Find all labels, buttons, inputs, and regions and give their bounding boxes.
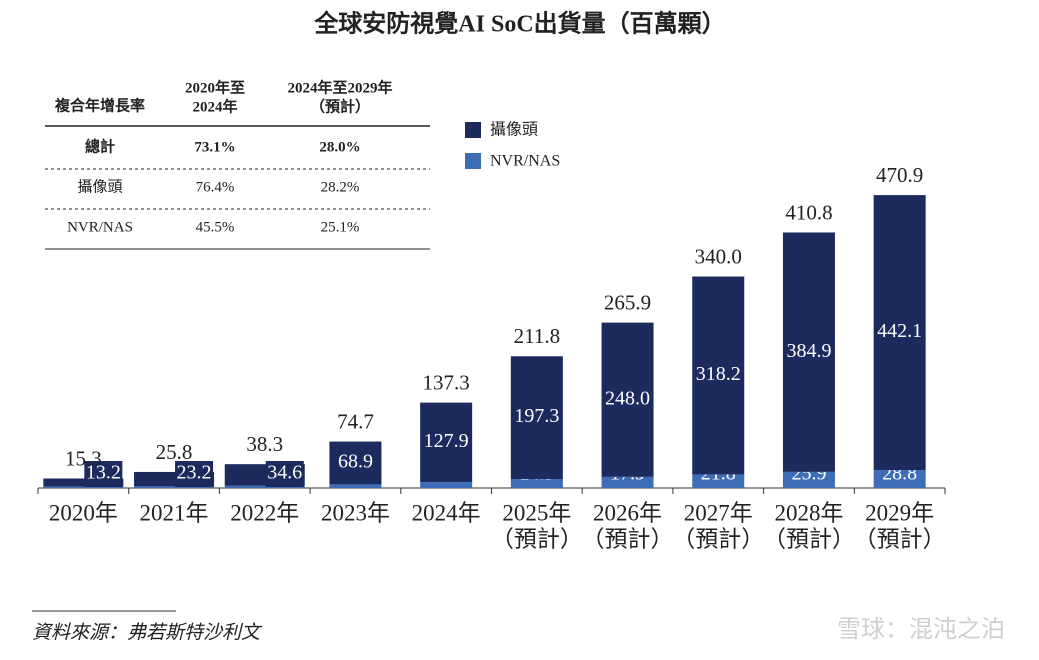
table-cell: 總計 [85, 137, 115, 155]
value-label: 13.2 [86, 462, 121, 484]
table-cell: 76.4% [196, 179, 235, 195]
value-label: 34.6 [267, 462, 302, 484]
legend-swatch [465, 122, 481, 138]
value-label: 23.2 [177, 462, 212, 484]
total-label: 211.8 [514, 324, 560, 348]
bar-segment [782, 471, 835, 488]
bar-segment [134, 486, 215, 488]
x-tick-label: 2024年 [412, 500, 481, 525]
total-label: 137.3 [423, 370, 470, 394]
total-label: 470.9 [876, 163, 923, 187]
x-tick-label: 2028年 [774, 500, 843, 525]
watermark: 雪球：混沌之泊 [837, 615, 1005, 643]
total-label: 265.9 [604, 290, 651, 314]
legend-label: 攝像頭 [490, 121, 538, 139]
table-cell: 28.2% [321, 179, 360, 195]
label-box [875, 319, 924, 346]
x-tick-label: （預計） [854, 526, 946, 551]
x-tick-label: 2029年 [865, 500, 934, 525]
total-label: 15.3 [65, 446, 102, 470]
bar-segment [692, 474, 745, 488]
value-label: 68.9 [338, 451, 373, 473]
total-label: 25.8 [156, 440, 193, 464]
total-label: 38.3 [246, 432, 283, 456]
label-box [784, 339, 833, 366]
x-tick-label: 2027年 [684, 500, 753, 525]
label-box [512, 404, 561, 431]
total-label: 74.7 [337, 409, 374, 433]
table-cell: 25.1% [321, 219, 360, 235]
label-box [175, 461, 214, 487]
value-label: 442.1 [877, 320, 922, 342]
table-cell: 45.5% [196, 219, 235, 235]
x-tick-label: （預計） [672, 526, 764, 551]
bar-segment [601, 476, 654, 488]
value-label: 384.9 [786, 340, 831, 362]
x-tick-label: （預計） [582, 526, 674, 551]
bar-segment [510, 478, 563, 488]
bar-segment [224, 485, 305, 488]
x-tick-label: 2023年 [321, 500, 390, 525]
label-box [265, 461, 304, 487]
bar-segment [43, 486, 124, 488]
bar-segment [420, 482, 473, 488]
total-label: 340.0 [695, 244, 742, 268]
value-label: 248.0 [605, 387, 650, 409]
label-box [84, 461, 123, 487]
total-label: 410.8 [785, 200, 832, 224]
table-cell: 28.0% [319, 139, 360, 155]
value-label: 318.2 [696, 363, 741, 385]
label-box [603, 386, 652, 413]
label-box [422, 429, 471, 456]
value-label: 127.9 [424, 430, 469, 452]
x-tick-label: 2025年 [502, 500, 571, 525]
table-header: 2024年至2029年 [287, 78, 392, 96]
legend-label: NVR/NAS [490, 153, 560, 170]
label-box [331, 449, 380, 476]
label-box [694, 362, 743, 389]
value-label: 197.3 [514, 405, 559, 427]
table-cell: 73.1% [194, 139, 235, 155]
bar-segment [873, 470, 926, 488]
source: 資料來源：弗若斯特沙利文 [32, 621, 263, 643]
table-cell: 攝像頭 [77, 178, 122, 195]
table-cell: NVR/NAS [67, 219, 133, 235]
x-tick-label: 2021年 [140, 500, 209, 525]
table-header: 複合年增長率 [54, 96, 145, 114]
chart-title: 全球安防視覺AI SoC出貨量（百萬顆） [313, 10, 725, 38]
x-tick-label: 2026年 [593, 500, 662, 525]
table-header: 2020年至 [185, 78, 245, 96]
x-tick-label: （預計） [763, 526, 855, 551]
x-tick-label: （預計） [491, 526, 583, 551]
x-tick-label: 2020年 [49, 500, 118, 525]
value-label: 2.1 [51, 462, 76, 484]
table-header: （預計） [310, 97, 370, 115]
bar-segment [329, 484, 382, 488]
bar-segment [43, 478, 124, 487]
table-header: 2024年 [192, 97, 237, 115]
legend-swatch [465, 153, 481, 169]
x-tick-label: 2022年 [230, 500, 299, 525]
